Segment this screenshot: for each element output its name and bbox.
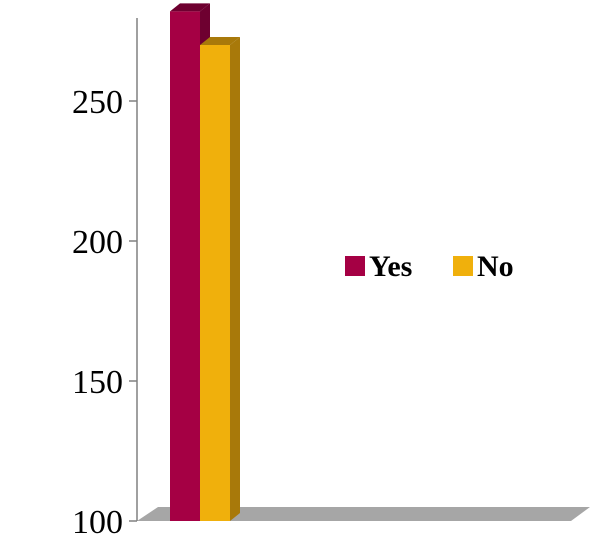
chart-floor [137,507,590,521]
y-tick-label: 150 [72,364,123,401]
bar-no [200,37,240,521]
bar-front-yes [170,11,200,522]
bar-yes [170,3,210,522]
legend-swatch-yes [345,256,365,276]
legend-item-no: No [453,250,514,283]
legend-label-no: No [477,250,514,283]
legend-swatch-no [453,256,473,276]
legend-label-yes: Yes [369,250,412,283]
bar-side-no [230,37,240,521]
legend-item-yes: Yes [345,250,412,283]
bar-top-no [200,37,240,45]
y-tick-label: 250 [72,84,123,121]
bar-front-no [200,45,230,521]
y-tick-label: 200 [72,224,123,261]
bar-top-yes [170,3,210,12]
y-tick-label: 100 [72,504,123,541]
